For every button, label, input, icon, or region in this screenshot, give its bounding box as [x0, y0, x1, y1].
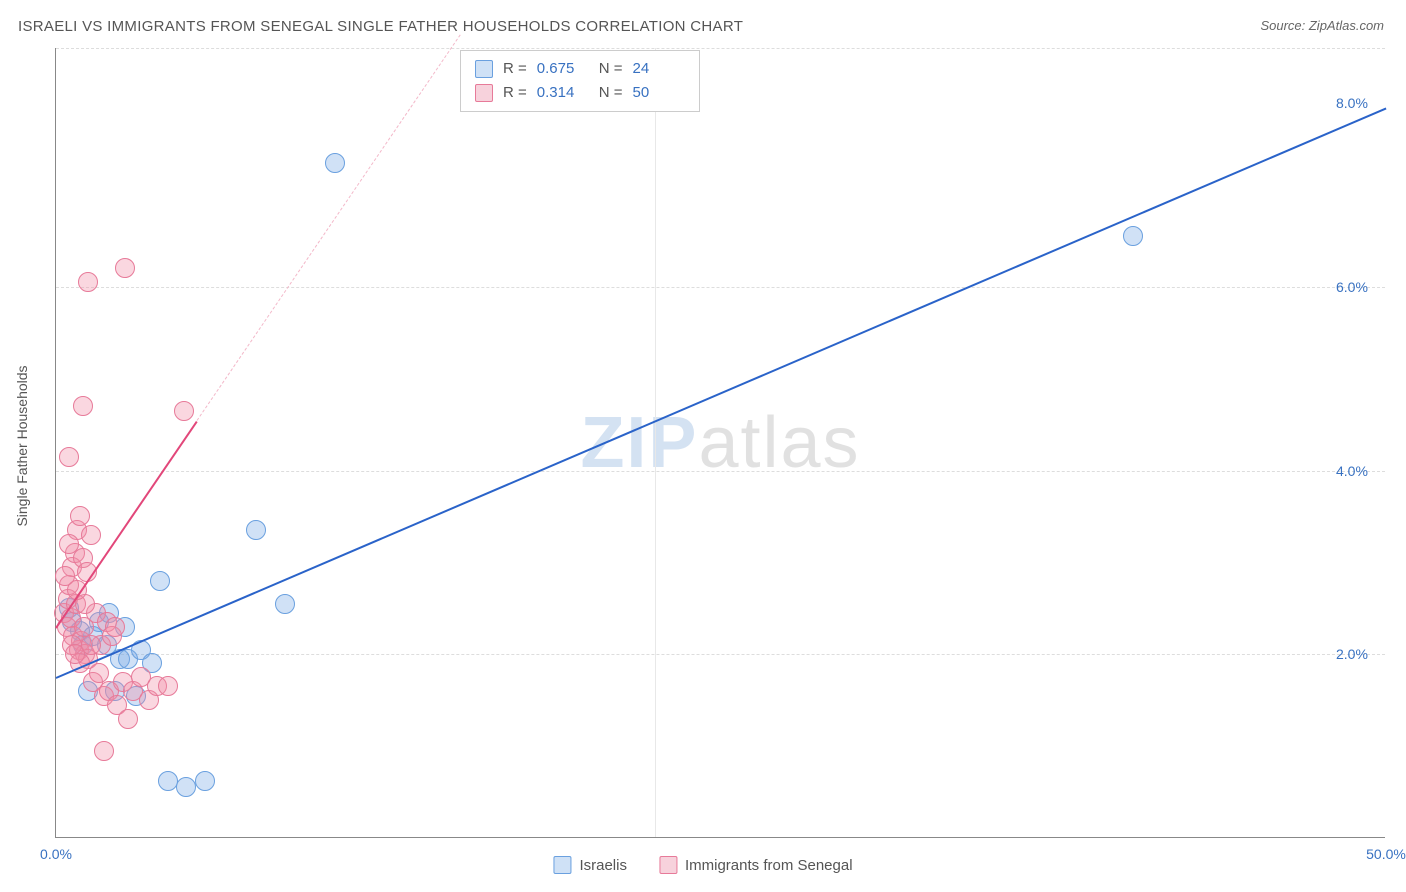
- legend-swatch: [553, 856, 571, 874]
- legend-r-value: 0.675: [537, 57, 589, 81]
- data-point: [275, 594, 295, 614]
- gridline-h: [56, 287, 1385, 288]
- data-point: [94, 741, 114, 761]
- legend-correlation-box: R = 0.675 N = 24 R = 0.314 N = 50: [460, 50, 700, 112]
- data-point: [115, 258, 135, 278]
- legend-r-label: R =: [503, 81, 527, 105]
- legend-swatch: [475, 84, 493, 102]
- legend-n-value: 50: [633, 81, 685, 105]
- legend-correlation-row: R = 0.675 N = 24: [475, 57, 685, 81]
- data-point: [81, 525, 101, 545]
- y-axis-label: Single Father Households: [14, 365, 30, 526]
- data-point: [195, 771, 215, 791]
- legend-swatch: [659, 856, 677, 874]
- legend-r-value: 0.314: [537, 81, 589, 105]
- y-tick-label: 4.0%: [1336, 463, 1368, 479]
- chart-container: ISRAELI VS IMMIGRANTS FROM SENEGAL SINGL…: [0, 0, 1406, 892]
- plot-area: ZIPatlas 2.0%4.0%6.0%8.0%0.0%50.0%: [55, 48, 1385, 838]
- data-point: [78, 272, 98, 292]
- legend-series: Israelis Immigrants from Senegal: [553, 856, 852, 874]
- y-tick-label: 6.0%: [1336, 279, 1368, 295]
- data-point: [174, 401, 194, 421]
- chart-title: ISRAELI VS IMMIGRANTS FROM SENEGAL SINGL…: [18, 18, 743, 35]
- gridline-h: [56, 471, 1385, 472]
- legend-series-item: Immigrants from Senegal: [659, 856, 853, 874]
- data-point: [118, 709, 138, 729]
- data-point: [150, 571, 170, 591]
- data-point: [105, 617, 125, 637]
- data-point: [158, 771, 178, 791]
- y-tick-label: 8.0%: [1336, 95, 1368, 111]
- legend-r-label: R =: [503, 57, 527, 81]
- legend-series-label: Israelis: [579, 857, 627, 874]
- legend-series-item: Israelis: [553, 856, 627, 874]
- data-point: [73, 396, 93, 416]
- legend-swatch: [475, 60, 493, 78]
- data-point: [325, 153, 345, 173]
- x-tick-label: 0.0%: [40, 846, 72, 862]
- data-point: [70, 506, 90, 526]
- data-point: [158, 676, 178, 696]
- gridline-h: [56, 654, 1385, 655]
- data-point: [89, 663, 109, 683]
- data-point: [1123, 226, 1143, 246]
- y-tick-label: 2.0%: [1336, 646, 1368, 662]
- gridline-h: [56, 48, 1385, 49]
- regression-line: [56, 108, 1387, 680]
- legend-series-label: Immigrants from Senegal: [685, 857, 853, 874]
- regression-line-dashed: [197, 34, 461, 420]
- gridline-v: [655, 48, 656, 837]
- legend-n-value: 24: [633, 57, 685, 81]
- data-point: [81, 635, 101, 655]
- data-point: [59, 447, 79, 467]
- source-attribution: Source: ZipAtlas.com: [1260, 18, 1384, 33]
- legend-correlation-row: R = 0.314 N = 50: [475, 81, 685, 105]
- data-point: [246, 520, 266, 540]
- data-point: [59, 534, 79, 554]
- data-point: [176, 777, 196, 797]
- x-tick-label: 50.0%: [1366, 846, 1406, 862]
- legend-n-label: N =: [599, 57, 623, 81]
- legend-n-label: N =: [599, 81, 623, 105]
